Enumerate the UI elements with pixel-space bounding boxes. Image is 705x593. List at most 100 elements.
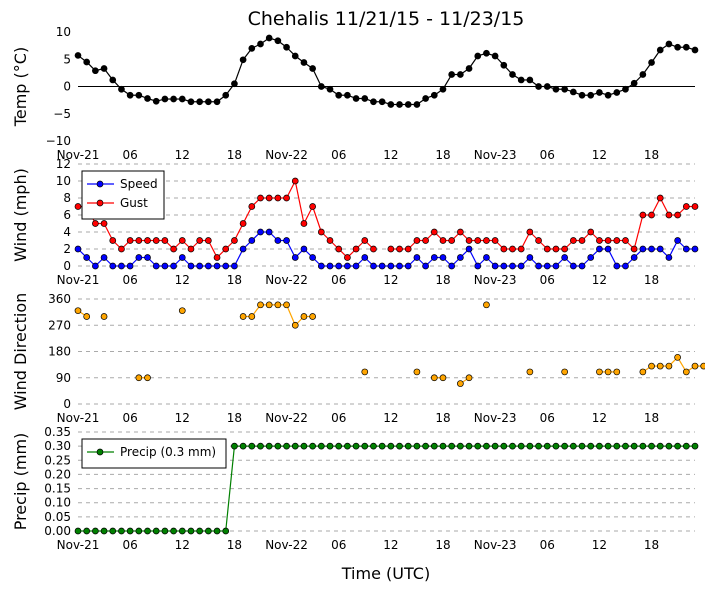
data-point [561, 85, 568, 93]
data-point [309, 254, 316, 261]
data-point [543, 262, 551, 270]
data-point [300, 313, 308, 320]
data-point [517, 245, 525, 253]
data-point [413, 237, 421, 244]
data-point [569, 262, 577, 270]
data-point [248, 237, 256, 244]
data-point [430, 228, 438, 236]
data-point [265, 194, 273, 202]
data-point [500, 262, 508, 270]
data-point [691, 442, 699, 450]
x-tick-label: Nov-23 [474, 273, 517, 287]
data-point [682, 368, 690, 376]
data-point [630, 245, 638, 253]
data-point [378, 98, 386, 106]
data-point [483, 254, 490, 261]
x-tick-label: Nov-21 [57, 411, 100, 425]
data-point [92, 220, 99, 227]
data-point [639, 211, 647, 219]
data-point [100, 527, 108, 535]
data-point [622, 262, 629, 270]
data-point [674, 43, 681, 51]
x-tick-label: 06 [331, 273, 346, 287]
data-point [83, 527, 91, 535]
data-point [404, 442, 412, 450]
y-tick-label: 0.35 [44, 425, 71, 439]
data-point [561, 442, 568, 450]
x-tick-label: 18 [644, 538, 659, 552]
data-point [178, 254, 186, 261]
data-point [604, 245, 612, 253]
data-point [161, 527, 169, 535]
data-point [396, 442, 403, 450]
data-point [222, 91, 230, 99]
data-point [483, 442, 490, 450]
data-point [291, 52, 299, 60]
y-axis-label: Wind Direction [11, 293, 30, 411]
y-tick-label: 0.10 [44, 496, 71, 510]
y-tick-label: 6 [63, 208, 71, 222]
data-point [465, 374, 473, 382]
data-point [352, 262, 360, 270]
y-tick-label: 12 [56, 157, 71, 171]
data-point [257, 40, 264, 48]
data-point [213, 527, 221, 535]
data-point [552, 85, 560, 93]
data-point [239, 313, 247, 320]
x-tick-label: 18 [227, 148, 242, 162]
legend-box [81, 170, 165, 220]
panel-2: 360 270 180 90 0 Wind Direction Nov-21 06 12 18 No… [11, 292, 705, 425]
data-point [665, 254, 673, 261]
data-point [213, 254, 221, 261]
y-tick-label: 0.25 [44, 453, 71, 467]
data-point [483, 301, 490, 309]
data-point [639, 442, 647, 450]
x-tick-label: 18 [644, 148, 659, 162]
data-point [92, 527, 99, 535]
x-tick-label: 12 [383, 411, 398, 425]
data-point [309, 313, 316, 320]
data-point [648, 211, 655, 219]
data-point [344, 91, 351, 99]
data-point [457, 228, 464, 236]
data-point [83, 58, 91, 66]
data-point [691, 203, 699, 210]
x-tick-label: 18 [227, 273, 242, 287]
data-point [187, 262, 195, 270]
data-point [413, 254, 421, 261]
data-point [100, 65, 108, 72]
y-tick-label: 0 [63, 80, 71, 94]
data-point [552, 442, 560, 450]
data-point [265, 228, 273, 236]
data-point [387, 245, 395, 253]
data-point [543, 245, 551, 253]
data-point [335, 262, 343, 270]
data-point [665, 40, 673, 48]
data-point [222, 262, 230, 270]
data-point [205, 527, 212, 535]
data-point [370, 442, 377, 450]
data-point [187, 245, 195, 253]
data-point [109, 262, 117, 270]
x-tick-label: 12 [383, 148, 398, 162]
data-point [326, 85, 334, 93]
legend-marker [96, 448, 104, 456]
data-point [144, 237, 151, 244]
y-tick-label: 270 [48, 318, 71, 332]
data-point [665, 442, 673, 450]
data-point [526, 76, 534, 84]
data-point [257, 442, 264, 450]
data-point [274, 194, 282, 202]
data-point [656, 245, 664, 253]
data-point [535, 237, 542, 244]
data-point [291, 177, 299, 185]
data-point [74, 307, 82, 315]
data-point [239, 442, 247, 450]
data-point [335, 91, 343, 99]
data-point [604, 237, 612, 244]
data-point [344, 262, 351, 270]
data-point [387, 442, 395, 450]
y-tick-label: 2 [63, 242, 71, 256]
y-tick-label: 5 [63, 52, 71, 66]
